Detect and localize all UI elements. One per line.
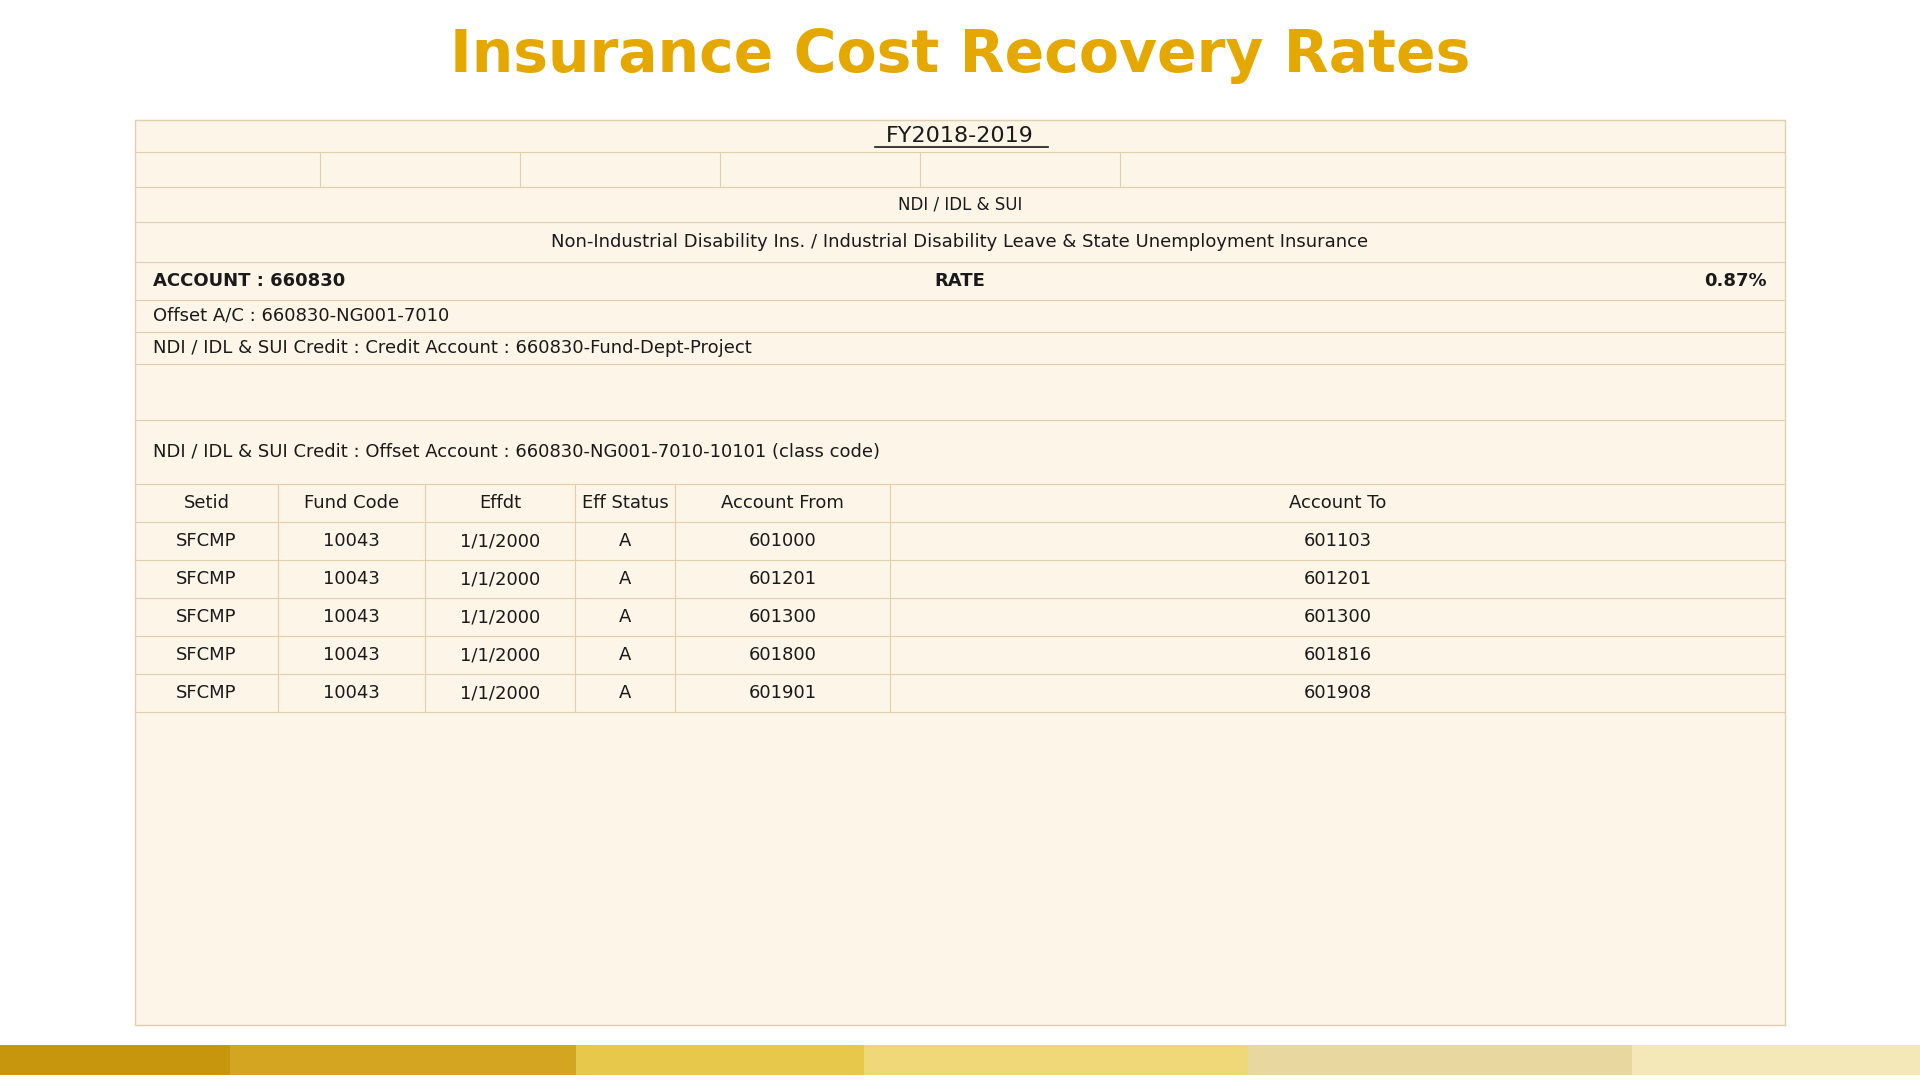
Text: 10043: 10043: [323, 532, 380, 550]
Text: 10043: 10043: [323, 570, 380, 588]
Text: 601300: 601300: [1304, 608, 1371, 626]
Text: 601800: 601800: [749, 646, 816, 664]
Text: Account To: Account To: [1288, 494, 1386, 512]
Text: Offset A/C : 660830-NG001-7010: Offset A/C : 660830-NG001-7010: [154, 307, 449, 325]
Bar: [0, 1045, 230, 1075]
Text: Insurance Cost Recovery Rates: Insurance Cost Recovery Rates: [449, 27, 1471, 83]
Text: 1/1/2000: 1/1/2000: [461, 570, 540, 588]
Text: 601901: 601901: [749, 684, 816, 702]
Text: 601816: 601816: [1304, 646, 1371, 664]
Bar: [1632, 1045, 1920, 1075]
Text: 601201: 601201: [749, 570, 816, 588]
Text: NDI / IDL & SUI Credit : Credit Account : 660830-Fund-Dept-Project: NDI / IDL & SUI Credit : Credit Account …: [154, 339, 753, 357]
Bar: [134, 120, 1786, 1025]
Text: 10043: 10043: [323, 646, 380, 664]
Text: 1/1/2000: 1/1/2000: [461, 608, 540, 626]
Text: ACCOUNT : 660830: ACCOUNT : 660830: [154, 272, 346, 291]
Text: Account From: Account From: [722, 494, 845, 512]
Text: A: A: [618, 684, 632, 702]
Text: 10043: 10043: [323, 684, 380, 702]
Text: Eff Status: Eff Status: [582, 494, 668, 512]
Text: SFCMP: SFCMP: [177, 646, 236, 664]
Text: Setid: Setid: [184, 494, 230, 512]
Text: 0.87%: 0.87%: [1705, 272, 1766, 291]
Bar: [1248, 1045, 1632, 1075]
Text: 1/1/2000: 1/1/2000: [461, 646, 540, 664]
Text: SFCMP: SFCMP: [177, 532, 236, 550]
Text: A: A: [618, 608, 632, 626]
Text: A: A: [618, 532, 632, 550]
Text: FY2018-2019: FY2018-2019: [885, 126, 1035, 146]
Text: 601201: 601201: [1304, 570, 1371, 588]
Text: NDI / IDL & SUI Credit : Offset Account : 660830-NG001-7010-10101 (class code): NDI / IDL & SUI Credit : Offset Account …: [154, 443, 879, 461]
Text: Fund Code: Fund Code: [303, 494, 399, 512]
Text: 601300: 601300: [749, 608, 816, 626]
Text: A: A: [618, 570, 632, 588]
Bar: [576, 1045, 864, 1075]
Text: SFCMP: SFCMP: [177, 684, 236, 702]
Text: 1/1/2000: 1/1/2000: [461, 684, 540, 702]
Text: A: A: [618, 646, 632, 664]
Text: 601000: 601000: [749, 532, 816, 550]
Text: 601103: 601103: [1304, 532, 1371, 550]
Text: SFCMP: SFCMP: [177, 608, 236, 626]
Bar: [864, 1045, 1248, 1075]
Text: Effdt: Effdt: [478, 494, 520, 512]
Text: 1/1/2000: 1/1/2000: [461, 532, 540, 550]
Text: Non-Industrial Disability Ins. / Industrial Disability Leave & State Unemploymen: Non-Industrial Disability Ins. / Industr…: [551, 233, 1369, 251]
Text: NDI / IDL & SUI: NDI / IDL & SUI: [899, 195, 1021, 214]
Text: RATE: RATE: [935, 272, 985, 291]
Text: 10043: 10043: [323, 608, 380, 626]
Text: 601908: 601908: [1304, 684, 1371, 702]
Text: SFCMP: SFCMP: [177, 570, 236, 588]
Bar: [230, 1045, 576, 1075]
